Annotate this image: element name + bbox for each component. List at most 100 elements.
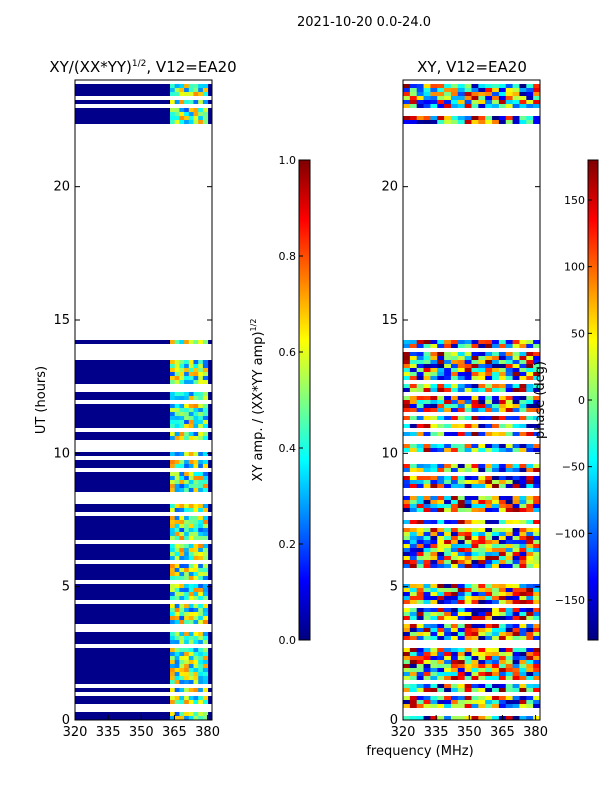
colorbar-tick-label: 0	[578, 394, 585, 407]
heat-cell	[526, 532, 534, 536]
heat-cell	[444, 100, 452, 104]
heat-cell	[403, 532, 411, 536]
heat-cell	[485, 360, 493, 364]
heat-cell	[409, 476, 418, 480]
left-colorbar-gradient	[298, 159, 311, 641]
heat-cell	[464, 584, 472, 588]
heat-cell	[409, 504, 418, 508]
heat-cell	[444, 600, 452, 604]
heat-cell	[533, 352, 540, 356]
heat-cell	[179, 588, 185, 592]
heat-cell	[444, 84, 452, 88]
heat-cell	[174, 572, 180, 576]
heat-cell	[464, 520, 472, 524]
heat-cell	[188, 508, 194, 512]
heat-cell	[533, 448, 540, 452]
heat-row	[75, 404, 212, 408]
heat-row	[75, 372, 212, 376]
colorbar-tick-label: 100	[564, 261, 585, 274]
heat-cell	[478, 652, 486, 656]
heat-cell	[533, 672, 540, 676]
heat-cell	[403, 536, 411, 540]
heat-cell	[179, 520, 185, 524]
heat-cell	[464, 480, 472, 484]
heat-cell	[533, 364, 540, 368]
heat-cell	[437, 360, 445, 364]
heat-cell	[416, 352, 425, 356]
heat-cell	[403, 476, 411, 480]
heat-cell	[409, 408, 418, 412]
heat-cell	[450, 120, 459, 124]
heat-cell	[179, 120, 185, 124]
heat-cell	[485, 656, 493, 660]
heat-cell	[505, 372, 514, 376]
heat-cell	[464, 376, 472, 380]
heat-cell	[188, 112, 194, 116]
heat-cell	[485, 424, 493, 428]
heat-cell	[444, 612, 452, 616]
heat-row	[75, 396, 212, 400]
heat-cell	[198, 464, 204, 468]
heat-cell	[198, 404, 204, 408]
heat-cell	[492, 120, 500, 124]
heat-cell	[174, 508, 180, 512]
heat-cell	[526, 104, 534, 108]
heat-cell	[457, 612, 466, 616]
heat-cell	[471, 120, 479, 124]
heat-cell	[179, 596, 185, 600]
heat-cell	[188, 376, 194, 380]
heat-cell	[193, 596, 199, 600]
heat-cell	[533, 408, 540, 412]
colorbar-tick-label: −100	[555, 527, 585, 540]
heat-cell	[519, 672, 527, 676]
heat-cell	[478, 364, 486, 368]
heat-cell	[416, 100, 425, 104]
heat-cell	[202, 432, 209, 436]
heat-cell	[184, 508, 190, 512]
heat-cell	[444, 384, 452, 388]
heat-cell	[403, 528, 411, 532]
heat-cell	[444, 652, 452, 656]
heat-cell	[526, 592, 534, 596]
heat-cell	[179, 528, 185, 532]
heat-cell	[457, 352, 466, 356]
colorbar-tick-label: −150	[555, 594, 585, 607]
heat-cell	[505, 636, 514, 640]
heat-cell	[430, 376, 438, 380]
heat-cell	[526, 700, 534, 704]
heat-cell	[403, 592, 411, 596]
heat-cell	[202, 672, 209, 676]
figure-title: 2021-10-20 0.0-24.0	[297, 15, 431, 30]
heat-cell	[170, 608, 176, 612]
heat-cell	[444, 684, 452, 688]
heat-cell	[485, 100, 493, 104]
heat-cell	[457, 416, 466, 420]
heat-cell	[193, 652, 199, 656]
heat-cell	[478, 104, 486, 108]
heat-cell	[512, 668, 520, 672]
heat-cell	[193, 432, 199, 436]
heat-cell	[174, 520, 180, 524]
heat-cell	[457, 668, 466, 672]
heat-cell	[498, 668, 507, 672]
heat-cell	[430, 688, 438, 692]
heat-cell	[202, 544, 209, 548]
heat-cell	[430, 596, 438, 600]
heat-cell	[193, 636, 199, 640]
heat-cell	[478, 468, 486, 472]
heat-cell	[188, 424, 194, 428]
heat-cell	[202, 460, 209, 464]
heat-cell	[512, 360, 520, 364]
heat-cell	[188, 652, 194, 656]
heat-cell	[437, 444, 445, 448]
heat-cell	[492, 548, 500, 552]
heat-cell	[464, 540, 472, 544]
heat-cell	[430, 116, 438, 120]
heat-cell	[471, 552, 479, 556]
heat-cell	[471, 608, 479, 612]
heat-cell	[444, 396, 452, 400]
heat-cell	[170, 84, 176, 88]
heat-cell	[505, 536, 514, 540]
heat-cell	[179, 452, 185, 456]
heat-cell	[519, 400, 527, 404]
